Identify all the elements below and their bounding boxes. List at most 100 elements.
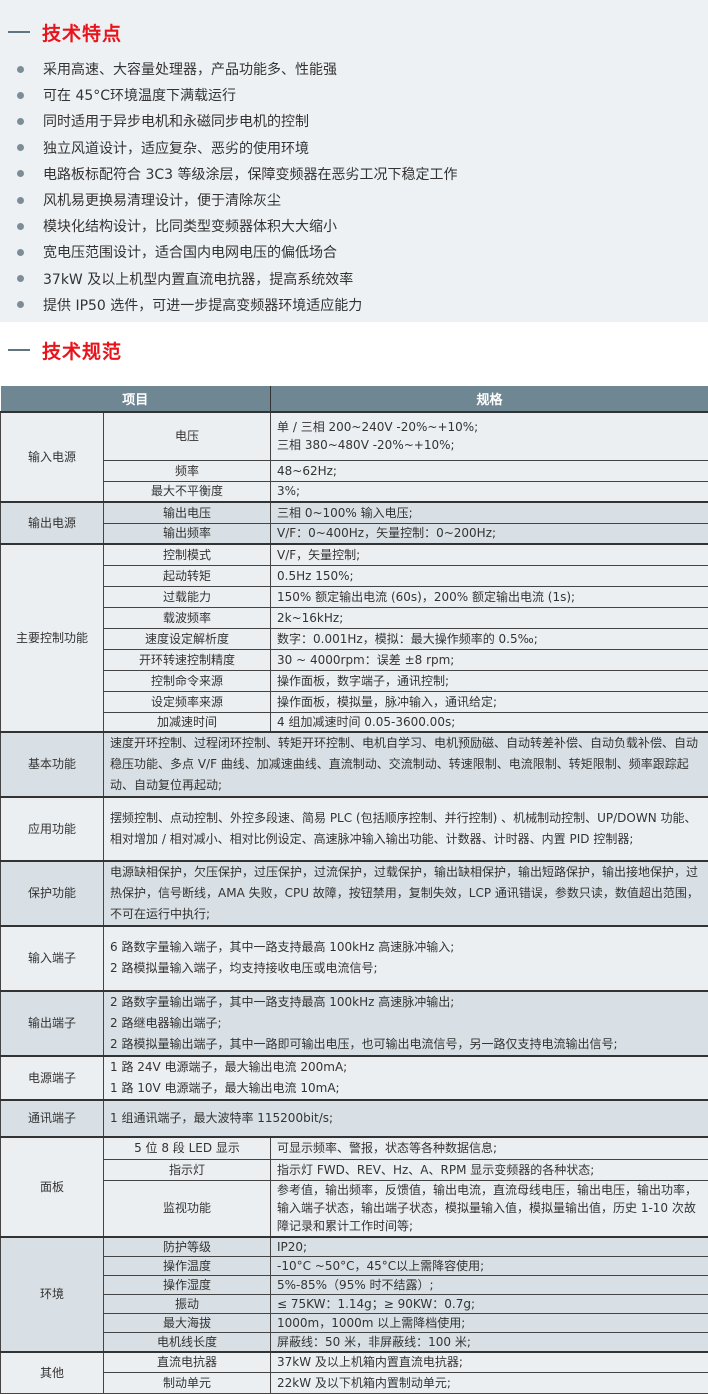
item-name: 输出电压 xyxy=(104,502,271,523)
table-row: 应用功能摆频控制、点动控制、外控多段速、简易 PLC (包括顺序控制、并行控制)… xyxy=(1,797,708,861)
specs-title: 技术规范 xyxy=(42,337,122,364)
group-name: 输出电源 xyxy=(1,502,104,544)
feature-text: 宽电压范围设计，适合国内电网电压的偏低场合 xyxy=(43,242,337,262)
spec-value: 速度开环控制、过程闭环控制、转矩开环控制、电机自学习、电机预励磁、自动转差补偿、… xyxy=(104,732,708,797)
table-row: 输入电源电压单 / 三相 200~240V -20%~+10%; 三相 380~… xyxy=(1,412,708,460)
feature-text: 风机易更换易清理设计，便于清除灰尘 xyxy=(43,190,281,210)
feature-text: 独立风道设计，适应复杂、恶劣的使用环境 xyxy=(43,138,309,158)
features-title: 技术特点 xyxy=(42,19,122,46)
item-name: 电压 xyxy=(104,412,271,460)
table-row: 速度设定解析度数字：0.001Hz，模拟：最大操作频率的 0.5‰; xyxy=(1,628,708,649)
spec-value: 操作面板，模拟量，脉冲输入，通讯给定; xyxy=(271,691,708,712)
item-name: 起动转矩 xyxy=(104,565,271,586)
item-name: 电机线长度 xyxy=(104,1332,271,1352)
spec-value: V/F，矢量控制; xyxy=(271,544,708,565)
feature-text: 模块化结构设计，比同类型变频器体积大大缩小 xyxy=(43,216,337,236)
feature-item: 独立风道设计，适应复杂、恶劣的使用环境 xyxy=(0,135,708,161)
bullet-icon xyxy=(17,144,24,151)
spec-value: 4 组加减速时间 0.05-3600.00s; xyxy=(271,712,708,732)
feature-item: 电路板标配符合 3C3 等级涂层，保障变频器在恶劣工况下稳定工作 xyxy=(0,161,708,187)
item-name: 过载能力 xyxy=(104,586,271,607)
table-row: 保护功能电源缺相保护，欠压保护，过压保护，过流保护，过载保护，输出缺相保护，输出… xyxy=(1,861,708,926)
spec-value: 2 路数字量输出端子，其中一路支持最高 100kHz 高速脉冲输出; 2 路继电… xyxy=(104,991,708,1056)
spec-value: 150% 额定输出电流 (60s)，200% 额定输出电流 (1s); xyxy=(271,586,708,607)
spec-value: IP20; xyxy=(271,1237,708,1257)
spec-value: 参考值，输出频率，反馈值，输出电流，直流母线电压，输出电压，输出功率，输入端子状… xyxy=(271,1181,708,1237)
table-row: 指示灯指示灯 FWD、REV、Hz、A、RPM 显示变频器的各种状态; xyxy=(1,1160,708,1181)
item-name: 速度设定解析度 xyxy=(104,628,271,649)
spec-value: 可显示频率、警报，状态等各种数据信息; xyxy=(271,1137,708,1160)
item-name: 最大海拔 xyxy=(104,1313,271,1332)
specs-heading: 技术规范 xyxy=(0,336,708,364)
group-name: 通讯端子 xyxy=(1,1100,104,1137)
feature-text: 电路板标配符合 3C3 等级涂层，保障变频器在恶劣工况下稳定工作 xyxy=(43,164,458,184)
spec-value: 22kW 及以下机箱内置制动单元; xyxy=(271,1373,708,1394)
spec-value: 电源缺相保护，欠压保护，过压保护，过流保护，过载保护，输出缺相保护，输出短路保护… xyxy=(104,861,708,926)
spec-value: 1000m，1000m 以上需降档使用; xyxy=(271,1313,708,1332)
group-name: 环境 xyxy=(1,1237,104,1352)
spec-value: -10°C ~50°C，45°C以上需降容使用; xyxy=(271,1256,708,1275)
bullet-icon xyxy=(17,170,24,177)
spec-value: 2k~16kHz; xyxy=(271,607,708,628)
bullet-icon xyxy=(17,66,24,73)
item-name: 直流电抗器 xyxy=(104,1352,271,1373)
item-name: 5 位 8 段 LED 显示 xyxy=(104,1137,271,1160)
table-row: 电机线长度屏蔽线：50 米，非屏蔽线：100 米; xyxy=(1,1332,708,1352)
spec-value: 6 路数字量输入端子，其中一路支持最高 100kHz 高速脉冲输入; 2 路模拟… xyxy=(104,926,708,991)
feature-text: 37kW 及以上机型内置直流电抗器，提高系统效率 xyxy=(43,269,353,289)
group-name: 电源端子 xyxy=(1,1056,104,1100)
spec-value: V/F：0~400Hz，矢量控制：0~200Hz; xyxy=(271,523,708,544)
table-row: 操作温度-10°C ~50°C，45°C以上需降容使用; xyxy=(1,1256,708,1275)
spec-value: ≤ 75KW：1.14g；≥ 90KW：0.7g; xyxy=(271,1294,708,1313)
table-row: 输出电源输出电压三相 0~100% 输入电压; xyxy=(1,502,708,523)
group-name: 面板 xyxy=(1,1137,104,1237)
item-name: 设定频率来源 xyxy=(104,691,271,712)
item-name: 指示灯 xyxy=(104,1160,271,1181)
spec-value: 3%; xyxy=(271,481,708,502)
bullet-icon xyxy=(17,301,24,308)
table-row: 控制命令来源操作面板，数字端子，通讯控制; xyxy=(1,670,708,691)
header-spec: 规格 xyxy=(271,386,708,412)
spec-value: 摆频控制、点动控制、外控多段速、简易 PLC (包括顺序控制、并行控制) 、机械… xyxy=(104,797,708,861)
features-heading: 技术特点 xyxy=(0,18,708,46)
group-name: 主要控制功能 xyxy=(1,544,104,732)
features-section: 技术特点 采用高速、大容量处理器，产品功能多、性能强可在 45°C环境温度下满载… xyxy=(0,0,708,322)
bullet-icon xyxy=(17,118,24,125)
bullet-icon xyxy=(17,249,24,256)
group-name: 基本功能 xyxy=(1,732,104,797)
item-name: 控制命令来源 xyxy=(104,670,271,691)
spec-value: 数字：0.001Hz，模拟：最大操作频率的 0.5‰; xyxy=(271,628,708,649)
item-name: 频率 xyxy=(104,460,271,481)
spec-value: 1 路 24V 电源端子，最大输出电流 200mA; 1 路 10V 电源端子，… xyxy=(104,1056,708,1100)
bullet-icon xyxy=(17,275,24,282)
item-name: 输出频率 xyxy=(104,523,271,544)
item-name: 最大不平衡度 xyxy=(104,481,271,502)
dash-icon xyxy=(8,31,30,33)
item-name: 操作湿度 xyxy=(104,1275,271,1294)
group-name: 保护功能 xyxy=(1,861,104,926)
group-name: 输入端子 xyxy=(1,926,104,991)
feature-item: 同时适用于异步电机和永磁同步电机的控制 xyxy=(0,108,708,134)
item-name: 防护等级 xyxy=(104,1237,271,1257)
dash-icon xyxy=(8,349,30,351)
spec-value: 30 ~ 4000rpm：误差 ±8 rpm; xyxy=(271,649,708,670)
item-name: 加减速时间 xyxy=(104,712,271,732)
spec-value: 5%-85%（95% 时不结露）; xyxy=(271,1275,708,1294)
group-name: 输入电源 xyxy=(1,412,104,502)
item-name: 载波频率 xyxy=(104,607,271,628)
feature-item: 提供 IP50 选件，可进一步提高变频器环境适应能力 xyxy=(0,292,708,318)
header-item: 项目 xyxy=(1,386,271,412)
spec-value: 48~62Hz; xyxy=(271,460,708,481)
